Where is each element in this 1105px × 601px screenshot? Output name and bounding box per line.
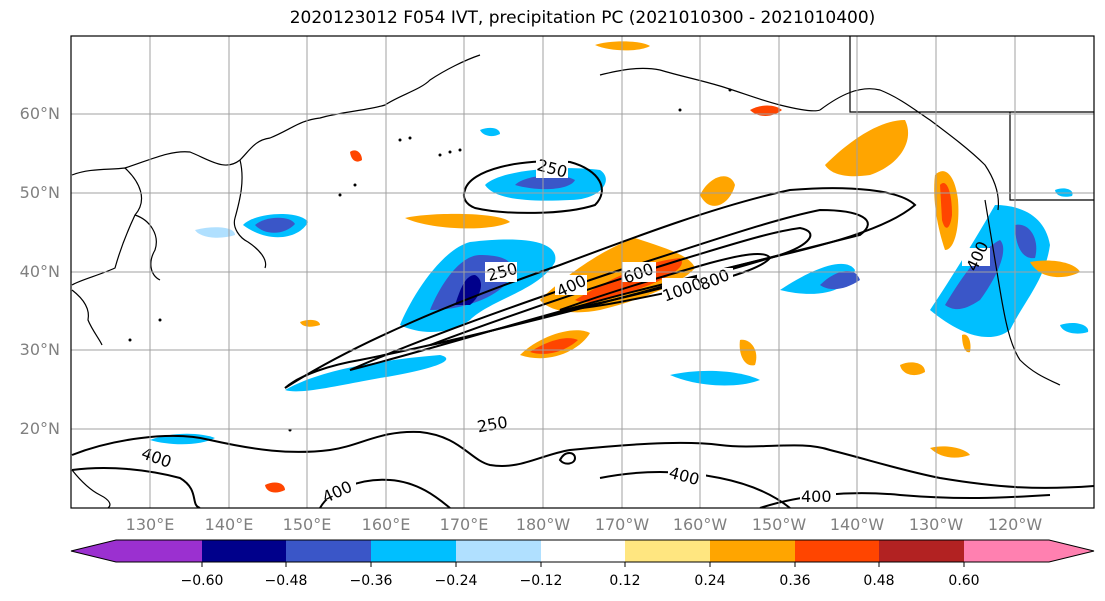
map-title: 2020123012 F054 IVT, precipitation PC (2… — [289, 8, 876, 28]
precip-negative-area — [1060, 322, 1089, 334]
precip-positive-area — [900, 362, 925, 376]
colorbar-segment — [964, 540, 1094, 562]
lon-label: 170°W — [594, 515, 650, 534]
colorbar-tick-label: 0.60 — [948, 573, 980, 589]
lat-label: 30°N — [19, 340, 60, 359]
precip-positive-area — [300, 319, 320, 327]
precip-positive-area — [962, 334, 971, 353]
precip-negative-area — [195, 227, 235, 238]
colorbar-tick-label: −0.48 — [264, 573, 308, 589]
precip-negative-area — [1015, 224, 1037, 259]
lon-label: 160°E — [361, 515, 411, 534]
colorbar-segment — [456, 540, 541, 562]
precip-negative-area — [480, 127, 500, 137]
colorbar-segment — [625, 540, 710, 562]
lon-label: 150°W — [751, 515, 807, 534]
precip-positive-area — [940, 183, 952, 228]
lon-label: 130°E — [125, 515, 175, 534]
precip-positive-area — [930, 446, 970, 458]
lon-label: 120°W — [987, 515, 1043, 534]
lon-label: 140°W — [829, 515, 885, 534]
precip-positive-area — [750, 105, 782, 116]
contour-label-backgrounds — [140, 158, 990, 506]
precip-positive-area — [265, 482, 285, 493]
precip-negative-area — [285, 355, 447, 392]
colorbar-segment — [879, 540, 964, 562]
lon-label: 170°E — [439, 515, 489, 534]
colorbar-segment — [371, 540, 456, 562]
map-frame — [70, 35, 1095, 509]
precip-positive-area — [700, 176, 735, 206]
precip-positive-area — [739, 339, 757, 366]
colorbar — [70, 539, 1095, 567]
lon-label: 160°W — [672, 515, 728, 534]
colorbar-tick-label: 0.36 — [779, 573, 811, 589]
lat-label: 60°N — [19, 104, 60, 123]
precip-shading — [150, 41, 1089, 493]
gridlines — [71, 36, 1094, 508]
colorbar-segment — [71, 540, 202, 562]
lon-label: 180°W — [515, 515, 571, 534]
precip-positive-area — [1030, 260, 1080, 278]
colorbar-outline — [70, 539, 1095, 563]
colorbar-segment — [286, 540, 371, 562]
colorbar-tick-label: −0.12 — [519, 573, 563, 589]
colorbar-tick-label: 0.12 — [609, 573, 641, 589]
lat-label: 40°N — [19, 262, 60, 281]
colorbar-segment — [202, 540, 286, 562]
colorbar-segment — [710, 540, 795, 562]
lat-label: 20°N — [19, 419, 60, 438]
precip-negative-area — [515, 175, 575, 190]
precip-positive-area — [405, 213, 510, 229]
lon-label: 130°W — [908, 515, 964, 534]
precip-negative-area — [670, 370, 760, 386]
contour-label: 400 — [801, 487, 832, 506]
islands — [128, 88, 732, 432]
colorbar-tick-label: −0.24 — [434, 573, 478, 589]
coastlines — [71, 36, 1094, 508]
colorbar-segment — [541, 540, 625, 562]
colorbar-tick-label: 0.24 — [694, 573, 726, 589]
precip-positive-area — [350, 150, 362, 162]
lat-label: 50°N — [19, 183, 60, 202]
colorbar-tick-label: 0.48 — [863, 573, 895, 589]
precip-positive-area — [825, 120, 909, 177]
precip-negative-area — [820, 270, 860, 290]
lon-label: 140°E — [204, 515, 254, 534]
colorbar-tick-label: −0.60 — [180, 573, 224, 589]
precip-negative-area — [255, 217, 295, 233]
lon-label: 150°E — [282, 515, 332, 534]
colorbar-segment — [795, 540, 879, 562]
colorbar-tick-label: −0.36 — [349, 573, 393, 589]
